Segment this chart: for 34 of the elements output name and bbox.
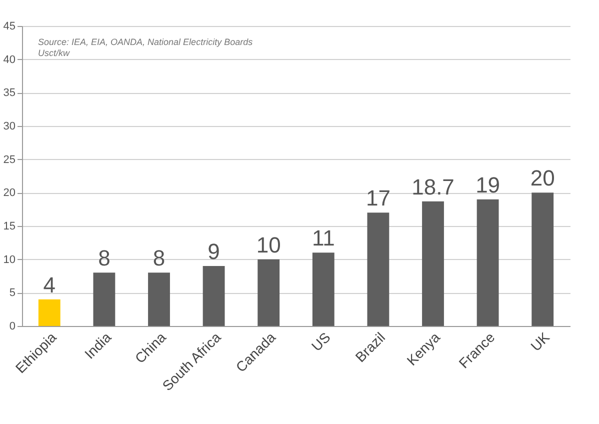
y-tick-label: 0	[9, 320, 16, 332]
data-label: 19	[476, 172, 500, 198]
data-label: 10	[256, 232, 281, 258]
bar	[38, 299, 60, 326]
data-label: 17	[366, 186, 390, 211]
annotation: Usct/kw	[38, 48, 70, 58]
y-tick-label: 40	[3, 54, 16, 66]
bar	[258, 259, 280, 326]
bar	[476, 199, 499, 326]
y-tick-label: 25	[3, 154, 16, 166]
bar	[93, 272, 116, 326]
y-tick-label: 45	[3, 20, 16, 32]
bar	[202, 266, 225, 326]
data-label: 8	[98, 246, 110, 271]
x-tick-label: US	[308, 329, 334, 354]
y-tick-label: 20	[3, 187, 16, 200]
data-label: 4	[43, 272, 56, 298]
data-label: 18.7	[412, 174, 454, 200]
y-tick-label: 5	[9, 287, 16, 300]
y-tick-label: 10	[3, 254, 16, 266]
y-tick-label: 30	[3, 120, 16, 132]
bar	[148, 272, 170, 326]
data-label: 9	[208, 239, 220, 264]
data-label: 20	[530, 166, 555, 191]
bar	[312, 252, 334, 326]
y-tick-label: 35	[3, 87, 16, 100]
data-label: 11	[312, 226, 335, 251]
data-label: 8	[152, 246, 166, 271]
bar	[532, 192, 554, 326]
x-tick-label: UK	[527, 328, 553, 354]
annotation: Source: IEA, EIA, OANDA, National Electricity Boards	[38, 37, 254, 47]
bar	[422, 201, 444, 326]
bar	[367, 212, 390, 326]
y-tick-label: 15	[3, 220, 16, 232]
